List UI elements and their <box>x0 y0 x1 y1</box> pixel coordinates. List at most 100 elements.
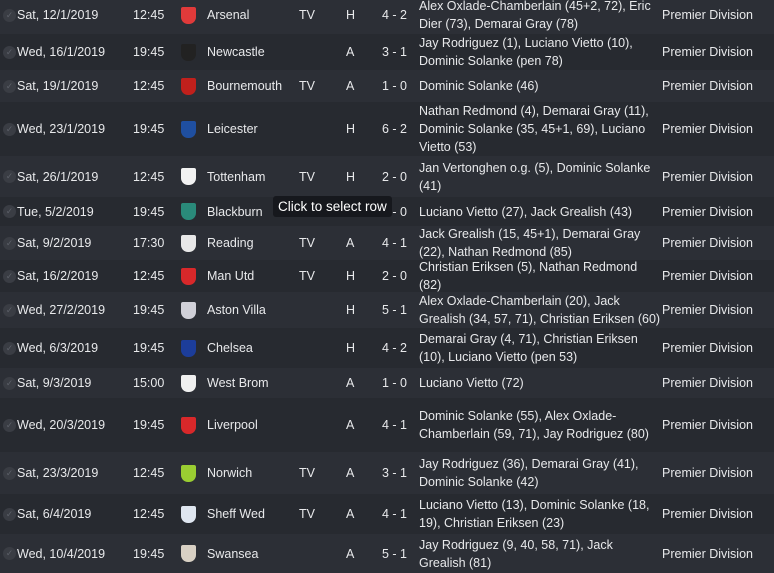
opponent-link[interactable]: Arsenal <box>207 8 250 22</box>
opponent-link[interactable]: Swansea <box>207 546 259 561</box>
opponent-link[interactable]: Blackburn <box>207 204 263 219</box>
goalscorers: Dominic Solanke (46) <box>419 79 539 93</box>
opponent-link[interactable]: Aston Villa <box>207 303 266 317</box>
tv-indicator: TV <box>299 169 315 184</box>
competition-link[interactable]: Premier Division <box>662 79 753 93</box>
kickoff-time: 12:45 <box>133 507 165 521</box>
kickoff-time: 12:45 <box>133 466 165 480</box>
competition-link[interactable]: Premier Division <box>662 303 753 317</box>
tv-indicator: TV <box>299 507 315 521</box>
match-date: Tue, 5/2/2019 <box>17 204 94 219</box>
competition-link[interactable]: Premier Division <box>662 507 753 521</box>
fixture-row[interactable]: ✓ Sat, 9/2/2019 17:30 Reading TV A 4 - 1… <box>0 226 774 260</box>
fixture-row[interactable]: ✓ Wed, 27/2/2019 19:45 Aston Villa H 5 -… <box>0 292 774 328</box>
venue: A <box>346 466 355 480</box>
match-date: Sat, 16/2/2019 <box>17 269 99 283</box>
club-badge-icon <box>181 168 196 185</box>
fixture-row[interactable]: ✓ Wed, 16/1/2019 19:45 Newcastle A 3 - 1… <box>0 34 774 70</box>
venue: A <box>346 236 355 250</box>
fixture-row[interactable]: ✓ Wed, 10/4/2019 19:45 Swansea A 5 - 1 J… <box>0 534 774 573</box>
venue: H <box>346 8 356 22</box>
fixture-row[interactable]: ✓ Sat, 16/2/2019 12:45 Man Utd TV H 2 - … <box>0 260 774 292</box>
competition-link[interactable]: Premier Division <box>662 269 753 283</box>
check-icon: ✓ <box>3 341 16 355</box>
score: 5 - 1 <box>381 546 407 561</box>
check-icon: ✓ <box>3 122 16 136</box>
venue: A <box>346 507 355 521</box>
fixture-row[interactable]: ✓ Sat, 6/4/2019 12:45 Sheff Wed TV A 4 -… <box>0 494 774 534</box>
venue: A <box>346 546 355 561</box>
venue: H <box>346 269 356 283</box>
opponent-link[interactable]: Norwich <box>207 466 253 480</box>
fixture-row[interactable]: ✓ Sat, 19/1/2019 12:45 Bournemouth TV A … <box>0 70 774 102</box>
opponent-link[interactable]: Bournemouth <box>207 79 283 93</box>
kickoff-time: 19:45 <box>133 418 165 432</box>
competition-link[interactable]: Premier Division <box>662 122 753 136</box>
opponent-link[interactable]: Sheff Wed <box>207 507 265 521</box>
score: 1 - 0 <box>381 79 407 93</box>
match-date: Sat, 12/1/2019 <box>17 8 99 22</box>
competition-link[interactable]: Premier Division <box>662 418 753 432</box>
goalscorers: Jay Rodriguez (36), Demarai Gray (41), D… <box>419 457 639 489</box>
opponent-link[interactable]: Leicester <box>207 122 258 136</box>
kickoff-time: 19:45 <box>133 341 165 355</box>
opponent-link[interactable]: Reading <box>207 236 254 250</box>
score: 4 - 1 <box>381 507 407 521</box>
score: 3 - 1 <box>381 466 407 480</box>
club-badge-icon <box>181 374 196 392</box>
competition-link[interactable]: Premier Division <box>662 376 753 390</box>
check-icon: ✓ <box>3 418 16 432</box>
match-date: Wed, 10/4/2019 <box>17 546 106 561</box>
match-date: Wed, 16/1/2019 <box>17 45 106 59</box>
match-date: Sat, 26/1/2019 <box>17 169 99 184</box>
goalscorers: Nathan Redmond (4), Demarai Gray (11), D… <box>419 104 649 154</box>
goalscorers: Demarai Gray (4, 71), Christian Eriksen … <box>419 332 638 364</box>
fixture-row[interactable]: ✓ Sat, 26/1/2019 12:45 Tottenham TV H 2 … <box>0 156 774 197</box>
fixture-row[interactable]: ✓ Wed, 20/3/2019 19:45 Liverpool A 4 - 1… <box>0 398 774 452</box>
competition-link[interactable]: Premier Division <box>662 466 753 480</box>
opponent-link[interactable]: Newcastle <box>207 45 265 59</box>
competition-link[interactable]: Premier Division <box>662 236 753 250</box>
score: 2 - 0 <box>381 169 407 184</box>
tv-indicator: TV <box>299 8 315 22</box>
competition-link[interactable]: Premier Division <box>662 169 753 184</box>
kickoff-time: 12:45 <box>133 79 165 93</box>
fixture-row[interactable]: ✓ Sat, 9/3/2019 15:00 West Brom A 1 - 0 … <box>0 368 774 398</box>
tv-indicator: TV <box>299 79 315 93</box>
competition-link[interactable]: Premier Division <box>662 204 753 219</box>
kickoff-time: 19:45 <box>133 546 165 561</box>
match-date: Sat, 19/1/2019 <box>17 79 99 93</box>
competition-link[interactable]: Premier Division <box>662 8 753 22</box>
match-date: Sat, 9/2/2019 <box>17 236 92 250</box>
goalscorers: Alex Oxlade-Chamberlain (45+2, 72), Eric… <box>419 0 651 31</box>
goalscorers: Christian Eriksen (5), Nathan Redmond (8… <box>419 260 638 292</box>
check-icon: ✓ <box>3 79 16 93</box>
opponent-link[interactable]: Tottenham <box>207 169 266 184</box>
fixture-row[interactable]: ✓ Wed, 6/3/2019 19:45 Chelsea H 4 - 2 De… <box>0 328 774 368</box>
opponent-link[interactable]: Man Utd <box>207 269 255 283</box>
competition-link[interactable]: Premier Division <box>662 546 753 561</box>
score: 3 - 1 <box>381 45 407 59</box>
match-date: Wed, 6/3/2019 <box>17 341 99 355</box>
fixture-row[interactable]: ✓ Tue, 5/2/2019 19:45 Blackburn 2 - 0 Lu… <box>0 197 774 226</box>
kickoff-time: 12:45 <box>133 269 165 283</box>
score: 1 - 0 <box>381 376 407 390</box>
kickoff-time: 19:45 <box>133 122 165 136</box>
check-icon: ✓ <box>3 205 16 218</box>
club-badge-icon <box>181 6 196 24</box>
check-icon: ✓ <box>3 466 16 480</box>
competition-link[interactable]: Premier Division <box>662 45 753 59</box>
opponent-link[interactable]: Liverpool <box>207 418 258 432</box>
goalscorers: Jay Rodriguez (1), Luciano Vietto (10), … <box>419 36 633 68</box>
check-icon: ✓ <box>3 269 16 283</box>
fixture-row[interactable]: ✓ Sat, 23/3/2019 12:45 Norwich TV A 3 - … <box>0 452 774 494</box>
match-date: Sat, 9/3/2019 <box>17 376 92 390</box>
score: 2 - 0 <box>381 269 407 283</box>
goalscorers: Luciano Vietto (13), Dominic Solanke (18… <box>419 498 650 530</box>
match-date: Sat, 6/4/2019 <box>17 507 92 521</box>
opponent-link[interactable]: West Brom <box>207 376 269 390</box>
competition-link[interactable]: Premier Division <box>662 341 753 355</box>
opponent-link[interactable]: Chelsea <box>207 341 253 355</box>
fixture-row[interactable]: ✓ Wed, 23/1/2019 19:45 Leicester H 6 - 2… <box>0 102 774 156</box>
fixture-row[interactable]: ✓ Sat, 12/1/2019 12:45 Arsenal TV H 4 - … <box>0 0 774 34</box>
